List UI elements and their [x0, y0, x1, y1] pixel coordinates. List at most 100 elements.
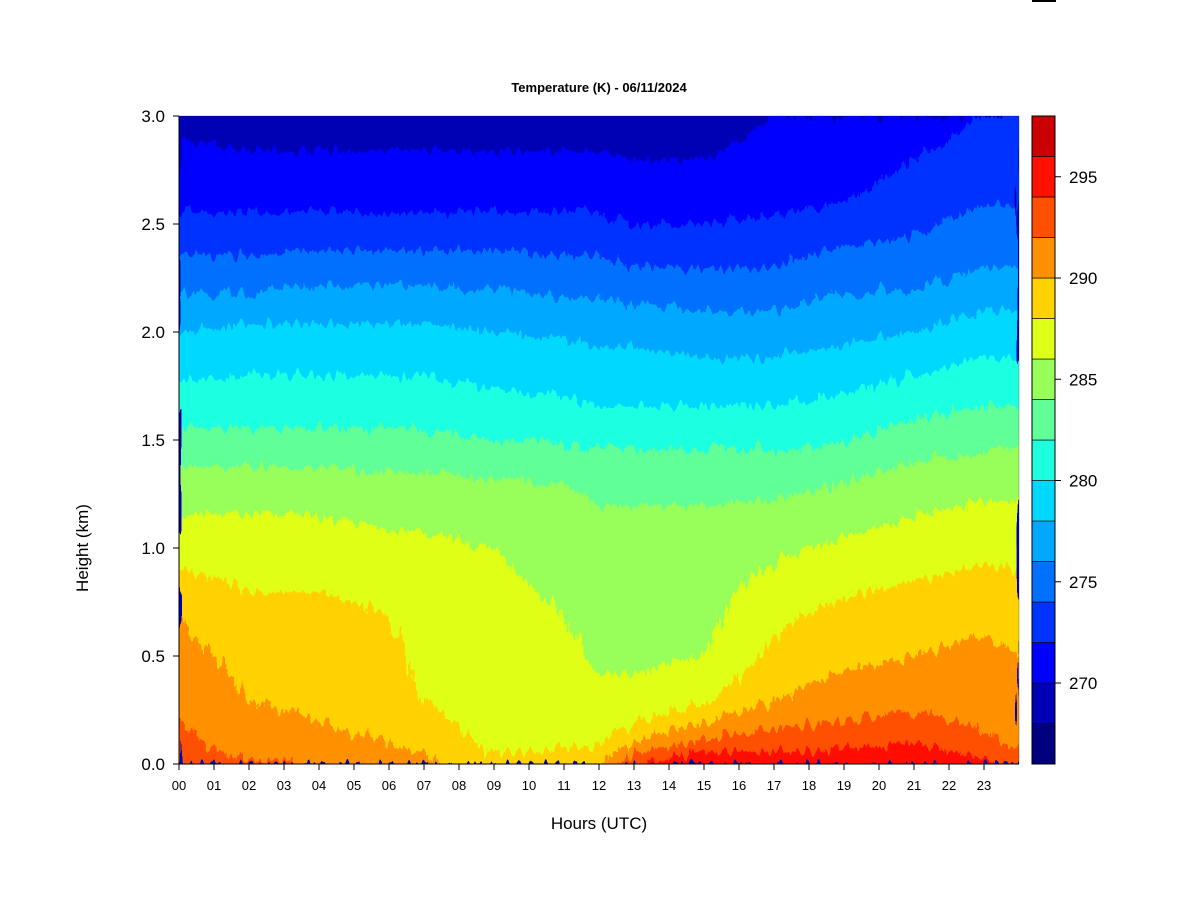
- heatmap-cell: [984, 565, 989, 635]
- heatmap-cell: [700, 357, 705, 407]
- heatmap-cell: [322, 211, 327, 251]
- heatmap-cell: [840, 535, 845, 597]
- heatmap-cell: [770, 215, 775, 268]
- heatmap-cell: [861, 241, 866, 294]
- heatmap-cell: [872, 746, 877, 764]
- heatmap-cell: [315, 116, 320, 152]
- heatmap-cell: [581, 297, 586, 342]
- heatmap-cell: [476, 543, 481, 748]
- heatmap-cell: [770, 638, 775, 700]
- heatmap-cell: [340, 729, 345, 764]
- heatmap-cell: [994, 565, 999, 644]
- heatmap-cell: [301, 249, 306, 290]
- heatmap-cell: [392, 427, 397, 471]
- heatmap-cell: [340, 150, 345, 212]
- heatmap-cell: [910, 582, 915, 657]
- heatmap-cell: [900, 742, 905, 764]
- heatmap-cell: [956, 362, 961, 411]
- heatmap-cell: [431, 375, 436, 432]
- heatmap-cell: [375, 530, 380, 610]
- heatmap-cell: [879, 716, 884, 748]
- heatmap-cell: [1001, 310, 1006, 359]
- heatmap-cell: [718, 751, 723, 764]
- heatmap-cell: [672, 306, 677, 355]
- heatmap-cell: [459, 729, 464, 764]
- heatmap-cell: [249, 375, 254, 428]
- heatmap-cell: [266, 513, 271, 592]
- x-tick-label: 07: [417, 778, 431, 793]
- heatmap-cell: [179, 569, 184, 618]
- heatmap-cell: [487, 440, 492, 480]
- heatmap-cell: [749, 751, 754, 764]
- heatmap-cell: [179, 116, 184, 139]
- heatmap-cell: [508, 211, 513, 251]
- heatmap-cell: [900, 288, 905, 333]
- heatmap-cell: [865, 340, 870, 389]
- heatmap-cell: [896, 379, 901, 424]
- heatmap-cell: [637, 504, 642, 674]
- heatmap-cell: [609, 504, 614, 674]
- heatmap-cell: [746, 357, 751, 407]
- heatmap-cell: [228, 211, 233, 255]
- heatmap-cell: [858, 293, 863, 342]
- heatmap-cell: [658, 664, 663, 718]
- heatmap-cell: [749, 664, 754, 709]
- heatmap-cell: [427, 323, 432, 376]
- heatmap-cell: [791, 621, 796, 692]
- heatmap-cell: [434, 431, 439, 476]
- heatmap-cell: [679, 504, 684, 661]
- heatmap-cell: [217, 116, 222, 147]
- heatmap-cell: [809, 301, 814, 350]
- heatmap-cell: [249, 211, 254, 255]
- heatmap-cell: [977, 116, 982, 121]
- heatmap-cell: [651, 504, 656, 670]
- heatmap-cell: [749, 707, 754, 735]
- heatmap-cell: [210, 211, 215, 255]
- heatmap-cell: [403, 746, 408, 764]
- heatmap-cell: [410, 427, 415, 471]
- heatmap-cell: [207, 379, 212, 428]
- heatmap-cell: [602, 150, 607, 216]
- heatmap-cell: [767, 565, 772, 644]
- heatmap-cell: [620, 219, 625, 264]
- heatmap-cell: [431, 431, 436, 476]
- heatmap-cell: [312, 249, 317, 286]
- heatmap-cell: [851, 435, 856, 480]
- heatmap-cell: [903, 712, 908, 743]
- heatmap-cell: [501, 249, 506, 290]
- heatmap-cell: [928, 578, 933, 653]
- heatmap-cell: [441, 116, 446, 152]
- heatmap-cell: [963, 755, 968, 764]
- heatmap-cell: [336, 595, 341, 726]
- heatmap-cell: [833, 202, 838, 251]
- heatmap-cell: [196, 293, 201, 329]
- heatmap-cell: [585, 660, 590, 748]
- heatmap-cell: [529, 254, 534, 294]
- heatmap-cell: [375, 150, 380, 212]
- heatmap-cell: [858, 530, 863, 592]
- heatmap-cell: [973, 314, 978, 359]
- heatmap-cell: [711, 751, 716, 764]
- heatmap-cell: [539, 483, 544, 597]
- heatmap-cell: [721, 690, 726, 718]
- heatmap-cell: [802, 552, 807, 618]
- heatmap-cell: [781, 116, 786, 216]
- heatmap-cell: [326, 465, 331, 519]
- heatmap-cell: [693, 725, 698, 743]
- heatmap-cell: [389, 323, 394, 376]
- heatmap-cell: [704, 720, 709, 739]
- heatmap-cell: [886, 660, 891, 713]
- heatmap-cell: [868, 185, 873, 242]
- heatmap-cell: [487, 211, 492, 251]
- heatmap-cell: [914, 159, 919, 234]
- heatmap-cell: [445, 535, 450, 718]
- heatmap-cell: [616, 448, 621, 506]
- heatmap-cell: [942, 280, 947, 324]
- heatmap-cell: [326, 725, 331, 764]
- heatmap-cell: [665, 504, 670, 666]
- heatmap-cell: [550, 440, 555, 484]
- heatmap-cell: [574, 297, 579, 342]
- heatmap-cell: [319, 720, 324, 764]
- heatmap-cell: [938, 224, 943, 281]
- heatmap-cell: [574, 254, 579, 299]
